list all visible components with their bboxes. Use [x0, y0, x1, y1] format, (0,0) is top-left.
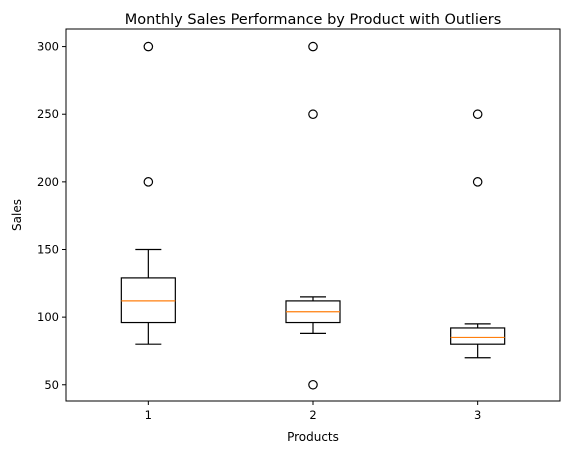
outlier-point [472, 177, 483, 187]
y-tick-label: 150 [37, 242, 59, 256]
y-axis-label: Sales [10, 199, 24, 231]
y-axis: 50 100 150 200 250 300 [37, 40, 66, 392]
outlier-point [308, 379, 318, 390]
y-tick-label: 250 [37, 107, 59, 121]
x-tick-label: 2 [309, 408, 316, 422]
plot-area [120, 41, 506, 390]
outlier-point [143, 177, 154, 187]
y-tick-label: 50 [44, 378, 59, 392]
x-tick-label: 1 [145, 408, 152, 422]
box-group-product-3 [450, 109, 506, 359]
y-tick-label: 100 [37, 310, 59, 324]
plot-frame [65, 28, 561, 402]
x-tick-label: 3 [474, 408, 481, 422]
box-group-product-2 [285, 41, 341, 390]
y-tick-label: 200 [37, 175, 59, 189]
box-iqr [450, 327, 506, 345]
outlier-point [308, 41, 318, 52]
y-tick-label: 300 [37, 40, 59, 54]
outlier-point [308, 109, 318, 120]
x-axis-label: Products [287, 430, 339, 444]
x-axis: 1 2 3 [145, 401, 481, 422]
outlier-point [143, 41, 154, 52]
box-group-product-1 [120, 41, 176, 345]
box-iqr [120, 277, 176, 324]
chart-title: Monthly Sales Performance by Product wit… [125, 12, 502, 28]
outlier-point [472, 109, 483, 120]
